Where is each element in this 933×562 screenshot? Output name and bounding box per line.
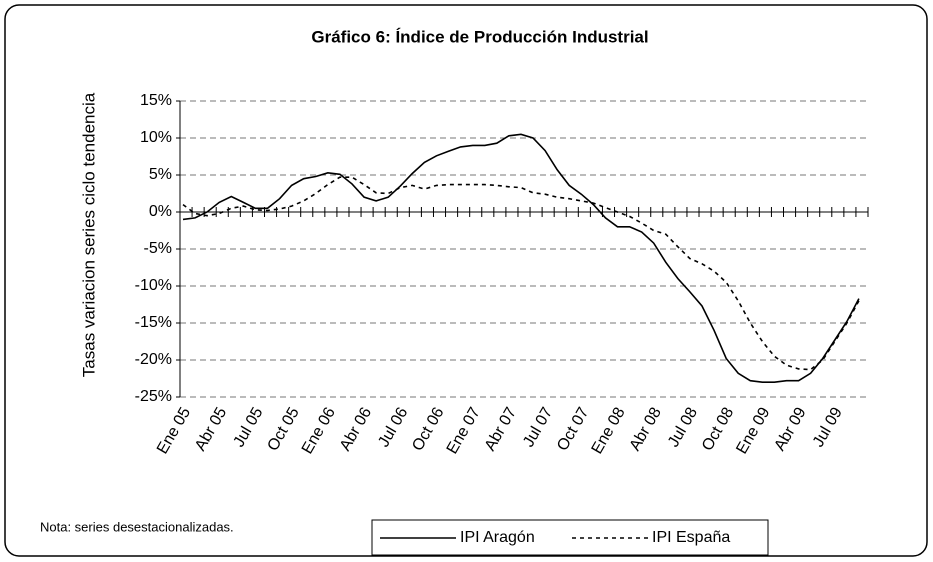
y-tick-label: -5% xyxy=(144,240,172,257)
note: Nota: series desestacionalizadas. xyxy=(40,519,234,534)
y-tick-label: 0% xyxy=(149,203,172,220)
y-tick-label: -25% xyxy=(135,388,172,405)
y-tick-label: -15% xyxy=(135,314,172,331)
y-tick-label: -10% xyxy=(135,277,172,294)
legend-label: IPI España xyxy=(652,529,730,546)
y-tick-label: -20% xyxy=(135,351,172,368)
chart-title: Gráfico 6: Índice de Producción Industri… xyxy=(311,27,648,46)
y-tick-label: 15% xyxy=(140,92,172,109)
legend-label: IPI Aragón xyxy=(460,529,535,546)
y-tick-label: 10% xyxy=(140,129,172,146)
chart-frame xyxy=(4,4,928,557)
y-tick-label: 5% xyxy=(149,166,172,183)
y-axis-label: Tasas variacion series ciclo tendencia xyxy=(79,92,98,377)
series-line xyxy=(182,133,860,383)
